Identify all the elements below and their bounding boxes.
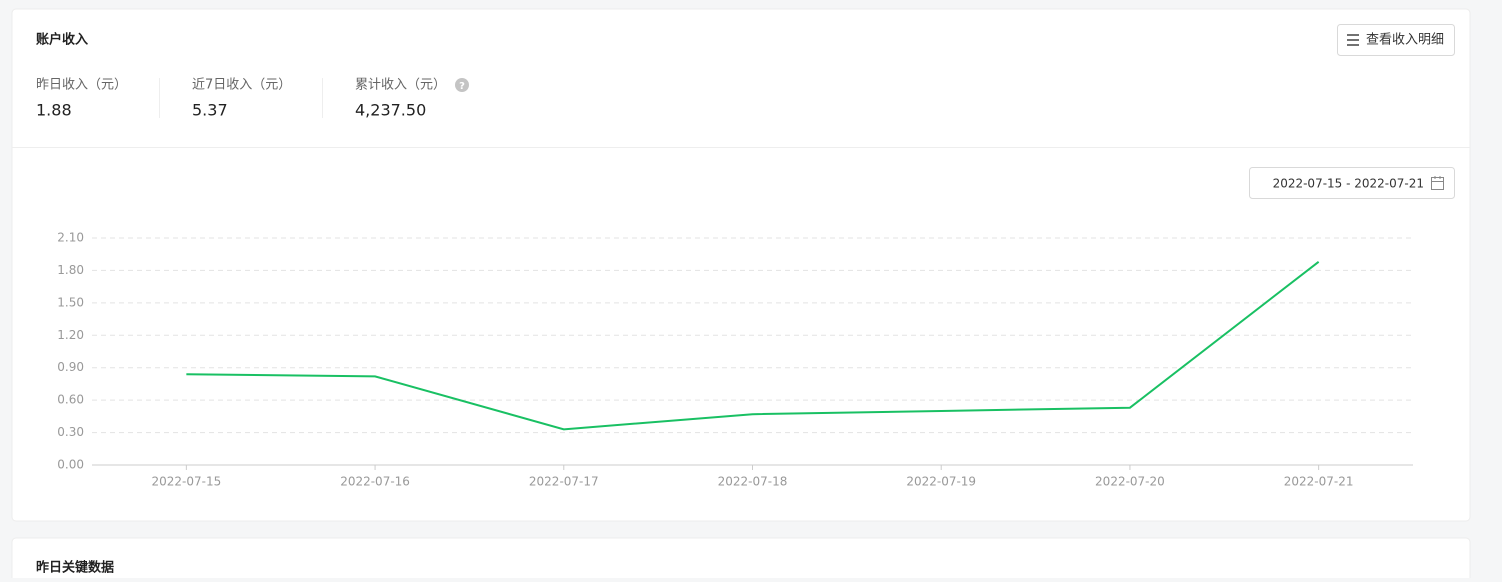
y-tick-label: 1.80: [57, 263, 84, 277]
y-tick-label: 2.10: [57, 231, 84, 245]
calendar-icon: [1431, 176, 1444, 190]
x-tick-label: 2022-07-20: [1095, 475, 1165, 489]
detail-button[interactable]: 查看收入明细: [1337, 24, 1455, 56]
y-tick-label: 0.00: [57, 458, 84, 472]
x-tick-label: 2022-07-19: [906, 475, 976, 489]
stat-label: 近7日收入（元）: [192, 78, 291, 93]
section-title: 昨日关键数据: [36, 560, 114, 576]
x-tick-label: 2022-07-15: [151, 475, 221, 489]
x-tick-label: 2022-07-16: [340, 475, 410, 489]
x-tick-label: 2022-07-21: [1284, 475, 1354, 489]
help-icon[interactable]: ?: [455, 78, 469, 92]
stat-value: 4,237.50: [355, 101, 426, 120]
y-tick-label: 0.60: [57, 393, 84, 407]
menu-icon: [1347, 34, 1359, 46]
y-tick-label: 0.90: [57, 360, 84, 374]
button-label[interactable]: 查看收入明细: [1366, 32, 1444, 48]
income-card: [11, 8, 1471, 522]
date-frame[interactable]: [1249, 167, 1455, 199]
svg-text:?: ?: [459, 81, 465, 92]
x-tick-label: 2022-07-18: [718, 475, 788, 489]
date-range[interactable]: 2022-07-15 - 2022-07-21: [1273, 177, 1424, 191]
stat-value: 5.37: [192, 101, 228, 120]
key-data-card: [11, 537, 1471, 582]
y-tick-label: 0.30: [57, 425, 84, 439]
stat-label: 累计收入（元）: [355, 78, 446, 93]
stat-value: 1.88: [36, 101, 72, 120]
card-title: 账户收入: [36, 32, 88, 48]
x-tick-label: 2022-07-17: [529, 475, 599, 489]
income-line: [186, 260, 1320, 431]
plot: 0.00 0.30 0.60 0.90 1.20 1.50 1.80 2.10 2022-07-…: [57, 231, 1413, 489]
y-tick-label: 1.20: [57, 328, 84, 342]
y-tick-label: 1.50: [57, 295, 84, 309]
stat-label: 昨日收入（元）: [36, 78, 127, 93]
button-frame[interactable]: [1337, 24, 1455, 56]
date-picker[interactable]: 2022-07-15 - 2022-07-21: [1249, 167, 1455, 199]
